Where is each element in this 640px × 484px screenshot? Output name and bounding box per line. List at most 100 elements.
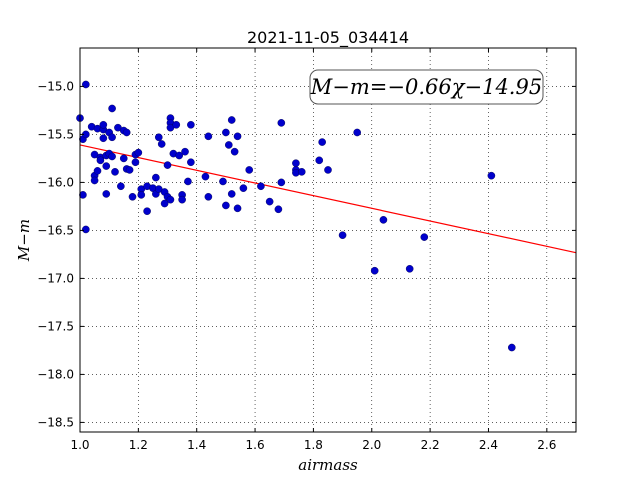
data-point [379,216,388,224]
data-point [181,147,189,156]
data-point [157,140,166,148]
fit-line-group [79,144,577,254]
x-axis-label: airmass [298,456,358,474]
data-point [420,233,429,241]
data-point [79,191,87,199]
data-point [178,195,186,204]
y-tick-label: −15.0 [37,79,74,93]
x-tick-label: 1.2 [129,438,148,452]
data-point [227,190,236,198]
data-point [508,343,516,352]
data-point [405,264,414,273]
data-point [257,182,265,191]
data-point [108,133,116,142]
y-tick-label: −18.0 [37,367,74,381]
data-point [297,168,306,176]
data-point [222,128,230,137]
data-point [187,121,195,129]
data-point [265,197,274,206]
data-point [117,182,125,191]
y-tick-label: −18.5 [37,415,74,429]
fit-equation-annotation: M−m=−0.66χ−14.95 [310,75,542,99]
data-point [152,173,160,182]
data-point [90,176,99,185]
data-point [131,158,140,167]
data-point [353,128,361,137]
data-point [102,190,111,198]
axis-tick-labels: 1.0 1.2 1.4 1.6 1.8 2.0 2.2 2.4 2.6 −15.0 −15.5 −16… [37,79,556,452]
y-tick-label: −16.0 [37,175,74,189]
data-point [108,104,116,113]
data-point [82,80,90,89]
data-point [204,132,213,141]
data-point [175,151,183,160]
data-point [160,199,169,208]
data-point [487,171,496,180]
data-point [230,147,239,156]
fit-equation-box: M−m=−0.66χ−14.95 [309,69,544,105]
x-tick-label: 2.2 [421,438,440,452]
plot-area-background [80,48,576,432]
data-point [239,184,248,192]
plot-frame [79,47,577,433]
data-point [222,201,230,210]
data-point [227,116,236,124]
data-point [172,121,181,129]
x-tick-label: 1.8 [304,438,323,452]
data-point [108,152,116,161]
data-point [219,177,227,186]
data-point [324,166,332,174]
y-axis-label: M−m [15,219,33,262]
data-point [122,128,131,137]
x-tick-label: 1.6 [246,438,265,452]
data-point [82,225,90,234]
data-point [292,159,300,167]
data-point [134,148,143,157]
data-point [184,177,192,186]
data-point [137,191,146,199]
data-point [315,156,324,165]
axis-ticks [79,48,576,432]
y-tick-label: −16.5 [37,223,74,237]
annotation-box [309,69,544,105]
data-point [166,195,175,204]
data-point [338,231,347,239]
data-point [274,205,283,214]
data-point [163,161,172,169]
y-tick-label: −17.5 [37,319,74,333]
data-point [143,207,151,215]
data-point [233,132,242,141]
x-tick-label: 2.0 [362,438,381,452]
data-point [96,156,105,165]
data-point [154,133,163,142]
data-point [119,154,128,163]
data-point [201,172,210,181]
data-point [187,158,195,167]
x-tick-label: 1.0 [70,438,89,452]
data-point [277,178,286,187]
x-tick-label: 1.4 [187,438,206,452]
x-tick-label: 2.4 [479,438,498,452]
data-points [76,80,516,352]
data-point [370,266,379,275]
data-point [204,192,213,201]
data-point [128,192,137,201]
fit-line [79,144,577,254]
data-point [233,204,242,213]
data-point [93,167,102,175]
data-point [224,141,233,149]
y-tick-label: −17.0 [37,271,74,285]
data-point [102,162,111,170]
data-point [125,166,134,174]
data-point [277,119,286,127]
x-tick-label: 2.6 [537,438,556,452]
data-point [99,134,108,143]
data-point [99,121,108,129]
grid-lines [79,48,576,432]
data-point [318,138,326,146]
chart-title: 2021-11-05_034414 [247,28,409,48]
y-tick-label: −15.5 [37,127,74,141]
data-point [111,168,119,176]
